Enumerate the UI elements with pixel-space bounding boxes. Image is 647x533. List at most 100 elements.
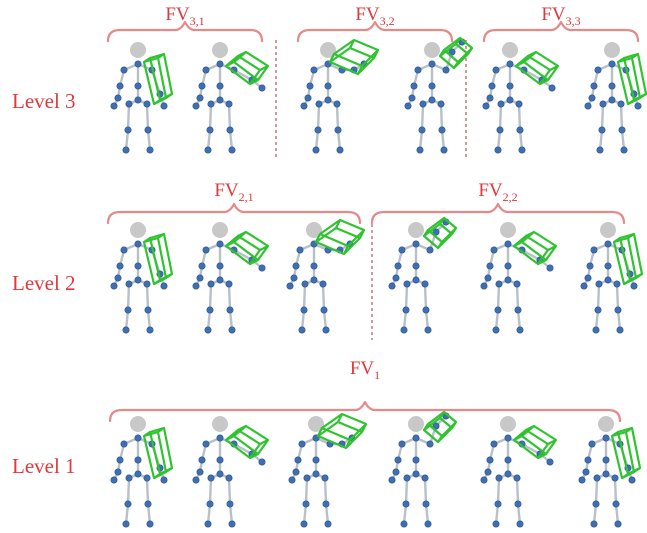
skeleton-joint: [608, 60, 616, 68]
skeleton-bone: [126, 282, 131, 312]
skeleton-figure: [286, 218, 366, 334]
skeleton-joint: [125, 280, 133, 288]
skeleton-bone: [227, 102, 232, 132]
bounding-box-edge: [165, 273, 173, 279]
bounding-box-edge: [611, 431, 619, 437]
head-marker: [424, 42, 440, 58]
skeleton-joint: [300, 306, 308, 314]
skeleton-figure: [480, 222, 558, 334]
skeleton-joint: [604, 240, 612, 248]
skeleton-joint: [198, 82, 206, 90]
head-marker: [500, 416, 516, 432]
skeleton-bone: [227, 476, 232, 506]
bounding-box-edge: [165, 467, 173, 473]
head-marker: [212, 416, 228, 432]
skeleton-joint: [497, 100, 505, 108]
skeleton-joint: [300, 102, 308, 110]
skeleton-figure: [192, 222, 270, 334]
head-marker: [212, 222, 228, 238]
skeleton-joint: [116, 262, 124, 270]
skeleton-joint: [192, 102, 200, 110]
bounding-box-edge: [631, 53, 639, 59]
feature-vector-label: FV3,3: [541, 4, 580, 28]
skeleton-joint: [428, 82, 436, 90]
skeleton-joint: [110, 282, 118, 290]
skeleton-joint: [494, 306, 502, 314]
skeleton-joint: [516, 520, 524, 528]
skeleton-joint: [206, 306, 214, 314]
skeleton-joint: [480, 476, 488, 484]
bounding-box-edge: [237, 425, 247, 431]
head-marker: [130, 416, 146, 432]
bounding-box-edge: [165, 93, 173, 99]
bounding-box-edge: [157, 233, 165, 239]
skeleton-joint: [302, 500, 310, 508]
skeleton-joint: [120, 440, 128, 448]
skeleton-joint: [613, 280, 621, 288]
skeleton-joint: [592, 326, 600, 334]
bounding-box-edge: [335, 219, 341, 229]
bounding-box-edge: [453, 61, 459, 69]
bounding-box-edge: [423, 423, 429, 431]
skeleton-joint: [506, 60, 514, 68]
skeleton-joint: [294, 456, 302, 464]
skeleton-joint: [590, 520, 598, 528]
skeleton-joint: [602, 434, 610, 442]
skeleton-joint: [225, 474, 233, 482]
skeleton-joint: [440, 146, 448, 154]
skeleton-joint: [160, 282, 168, 290]
skeleton-bone: [596, 282, 601, 312]
skeleton-joint: [116, 82, 124, 90]
bounding-box-edge: [343, 245, 349, 255]
skeleton-joint: [616, 326, 624, 334]
bounding-box-edge: [249, 453, 259, 459]
skeleton-bone: [404, 282, 409, 312]
skeleton-joint: [207, 280, 215, 288]
skeleton-joint: [490, 246, 498, 254]
skeleton-joint: [388, 282, 396, 290]
bounding-box-edge: [249, 79, 259, 85]
skeleton-joint: [494, 500, 502, 508]
skeleton-joint: [333, 100, 341, 108]
skeleton-joint: [480, 282, 488, 290]
skeleton-joint: [216, 240, 224, 248]
head-marker: [320, 42, 336, 58]
skeleton-joint: [492, 66, 500, 74]
skeleton-bone: [613, 476, 618, 506]
skeleton-bone: [600, 102, 605, 132]
skeleton-joint: [298, 440, 306, 448]
skeleton-joint: [412, 434, 420, 442]
skeleton-joint: [426, 246, 434, 254]
skeleton-figure: [388, 216, 458, 334]
skeleton-joint: [398, 440, 406, 448]
skeleton-joint: [614, 306, 622, 314]
skeleton-joint: [192, 476, 200, 484]
bounding-box-edge: [613, 237, 621, 243]
skeleton-joint: [134, 470, 142, 478]
bounding-box-edge: [359, 229, 365, 239]
skeleton-joint: [292, 262, 300, 270]
skeleton-joint: [590, 82, 598, 90]
skeleton-joint: [207, 474, 215, 482]
skeleton-joint: [204, 520, 212, 528]
bounding-box-edge: [621, 473, 629, 479]
skeleton-joint: [143, 280, 151, 288]
skeleton-joint: [515, 100, 523, 108]
bounding-box-edge: [157, 53, 165, 59]
skeleton-joint: [134, 240, 142, 248]
skeleton-joint: [412, 240, 420, 248]
bounding-box-edge: [143, 431, 151, 437]
skeleton-figure: [388, 410, 458, 528]
skeleton-joint: [134, 276, 142, 284]
skeleton-joint: [301, 280, 309, 288]
skeleton-joint: [442, 66, 450, 74]
skeleton-joint: [486, 456, 494, 464]
skeleton-joint: [300, 520, 308, 528]
skeleton-joint: [336, 146, 344, 154]
skeleton-bone: [615, 282, 620, 312]
skeleton-bone: [208, 102, 213, 132]
skeleton-joint: [258, 84, 266, 92]
skeleton-joint: [400, 520, 408, 528]
skeleton-joint: [124, 500, 132, 508]
skeleton-joint: [196, 94, 204, 102]
